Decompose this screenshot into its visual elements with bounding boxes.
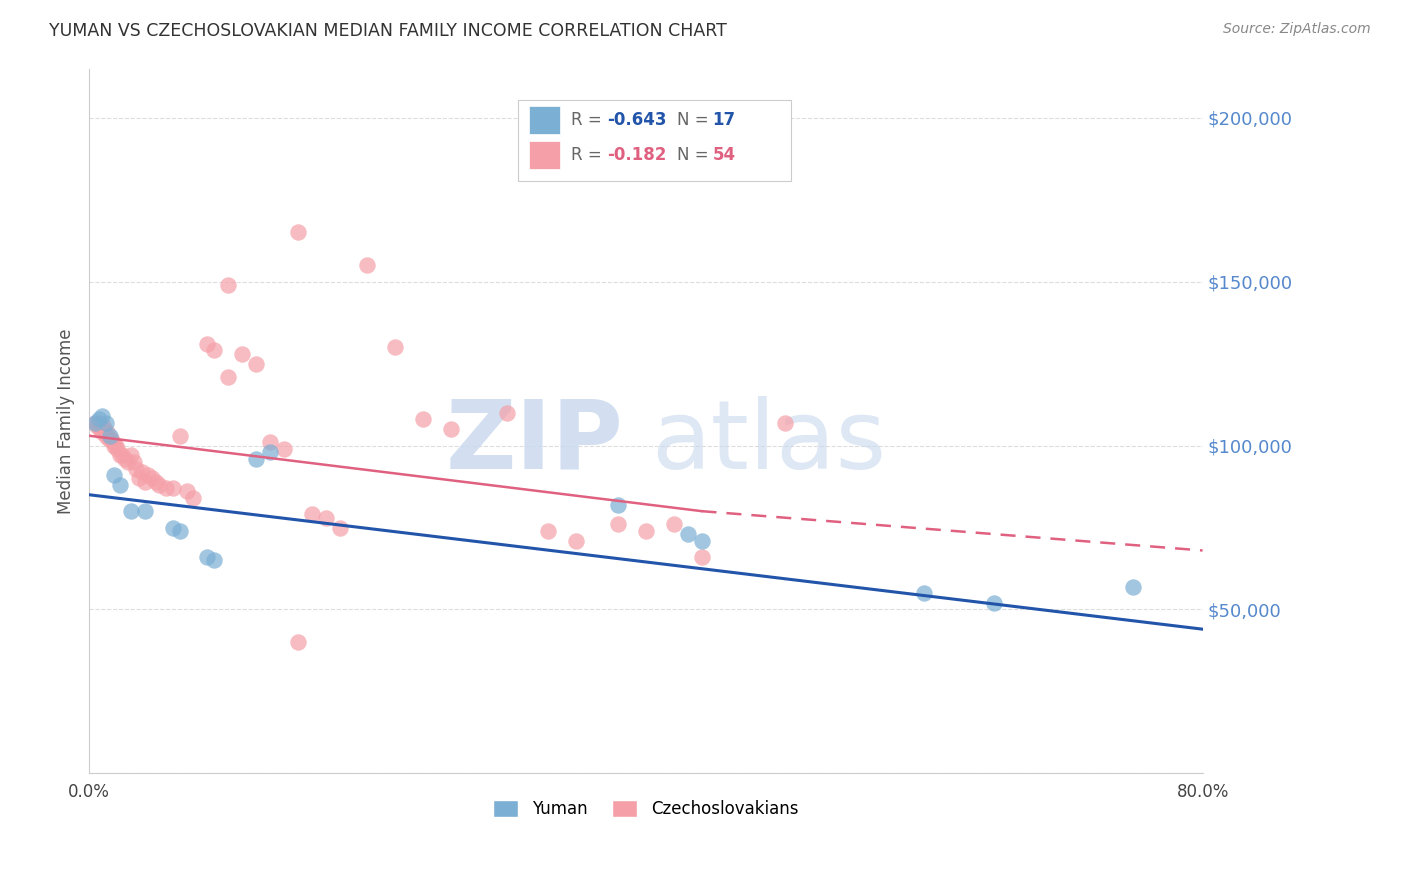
Point	[120, 449, 142, 463]
Point	[108, 449, 131, 463]
Point	[134, 475, 156, 489]
Text: atlas: atlas	[651, 396, 887, 489]
Point	[495, 406, 517, 420]
Text: -0.182: -0.182	[607, 146, 666, 164]
FancyBboxPatch shape	[529, 106, 560, 134]
Point	[565, 533, 588, 548]
Point	[87, 416, 110, 430]
Point	[90, 409, 112, 423]
Point	[287, 635, 309, 649]
Point	[145, 475, 167, 489]
Point	[101, 435, 124, 450]
Point	[259, 445, 281, 459]
Point	[195, 549, 218, 564]
Point	[259, 435, 281, 450]
Point	[83, 416, 105, 430]
Point	[195, 337, 218, 351]
Text: YUMAN VS CZECHOSLOVAKIAN MEDIAN FAMILY INCOME CORRELATION CHART: YUMAN VS CZECHOSLOVAKIAN MEDIAN FAMILY I…	[49, 22, 727, 40]
Point	[111, 449, 134, 463]
Point	[607, 498, 630, 512]
FancyBboxPatch shape	[529, 141, 560, 169]
Point	[134, 504, 156, 518]
Point	[217, 277, 239, 292]
Point	[120, 504, 142, 518]
Point	[103, 439, 125, 453]
Point	[108, 478, 131, 492]
Point	[86, 418, 108, 433]
Point	[128, 471, 150, 485]
Point	[301, 508, 323, 522]
Point	[169, 524, 191, 538]
Text: 54: 54	[713, 146, 735, 164]
Point	[136, 468, 159, 483]
Point	[162, 520, 184, 534]
Point	[676, 527, 699, 541]
Point	[169, 428, 191, 442]
Text: N =: N =	[678, 111, 714, 129]
Point	[91, 418, 114, 433]
Text: N =: N =	[678, 146, 714, 164]
Point	[98, 428, 121, 442]
Point	[384, 340, 406, 354]
Point	[83, 416, 105, 430]
Point	[87, 412, 110, 426]
Point	[90, 425, 112, 440]
Point	[634, 524, 657, 538]
Point	[97, 432, 120, 446]
Point	[607, 517, 630, 532]
Text: Source: ZipAtlas.com: Source: ZipAtlas.com	[1223, 22, 1371, 37]
Point	[94, 416, 117, 430]
Text: R =: R =	[571, 111, 607, 129]
Point	[117, 455, 139, 469]
Point	[176, 484, 198, 499]
Point	[217, 369, 239, 384]
Point	[773, 416, 796, 430]
Point	[125, 461, 148, 475]
Point	[440, 422, 463, 436]
Point	[1122, 580, 1144, 594]
Point	[245, 451, 267, 466]
Text: ZIP: ZIP	[446, 396, 623, 489]
Y-axis label: Median Family Income: Median Family Income	[58, 328, 75, 514]
Point	[202, 343, 225, 358]
Point	[287, 226, 309, 240]
Point	[162, 481, 184, 495]
Point	[183, 491, 205, 505]
Point	[356, 258, 378, 272]
Point	[104, 439, 127, 453]
Point	[690, 549, 713, 564]
Point	[690, 533, 713, 548]
Text: 17: 17	[713, 111, 735, 129]
Point	[96, 425, 118, 440]
FancyBboxPatch shape	[517, 100, 790, 181]
Point	[662, 517, 685, 532]
Point	[983, 596, 1005, 610]
Point	[231, 347, 253, 361]
Point	[114, 451, 136, 466]
Point	[202, 553, 225, 567]
Text: -0.643: -0.643	[607, 111, 666, 129]
Point	[245, 357, 267, 371]
Point	[537, 524, 560, 538]
Point	[100, 432, 122, 446]
Point	[93, 422, 115, 436]
Point	[89, 422, 111, 436]
Point	[148, 478, 170, 492]
Point	[103, 468, 125, 483]
Text: R =: R =	[571, 146, 607, 164]
Point	[122, 455, 145, 469]
Point	[105, 442, 128, 456]
Point	[141, 471, 163, 485]
Point	[329, 520, 352, 534]
Point	[131, 465, 153, 479]
Point	[315, 510, 337, 524]
Point	[94, 428, 117, 442]
Legend: Yuman, Czechoslovakians: Yuman, Czechoslovakians	[486, 794, 804, 825]
Point	[912, 586, 935, 600]
Point	[412, 412, 434, 426]
Point	[273, 442, 295, 456]
Point	[155, 481, 177, 495]
